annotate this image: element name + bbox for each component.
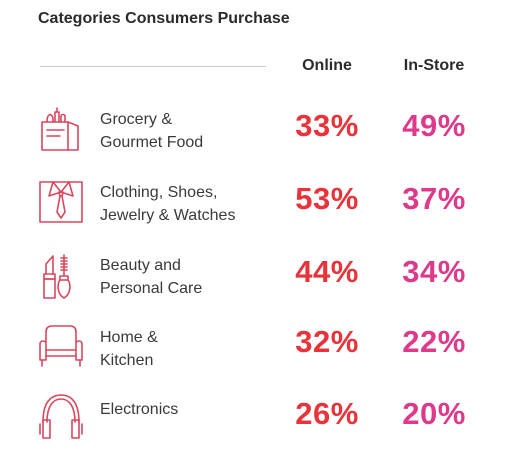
table-row: Grocery & Gourmet Food 33% 49%: [0, 100, 516, 160]
category-label: Beauty and Personal Care: [100, 257, 203, 297]
online-value: 26%: [295, 396, 359, 431]
table-row: Home & Kitchen 32% 22%: [0, 322, 516, 382]
online-value: 32%: [295, 324, 359, 359]
column-header-in-store: In-Store: [403, 57, 465, 74]
table-row: Electronics 26% 20%: [0, 394, 516, 454]
category-label: Clothing, Shoes, Jewelry & Watches: [100, 184, 236, 224]
headphones-icon: [38, 392, 84, 440]
online-value: 33%: [295, 108, 359, 143]
shirt-tie-icon: [38, 178, 84, 226]
category-label: Grocery & Gourmet Food: [100, 111, 204, 151]
table-row: Clothing, Shoes, Jewelry & Watches 53% 3…: [0, 175, 516, 235]
chart-title: Categories Consumers Purchase: [38, 10, 290, 27]
grocery-bag-icon: [38, 104, 84, 152]
in-store-value: 37%: [402, 181, 466, 216]
column-header-online: Online: [302, 57, 352, 74]
in-store-value: 34%: [402, 254, 466, 289]
armchair-icon: [38, 322, 84, 370]
lipstick-mascara-icon: [38, 252, 84, 300]
in-store-value: 49%: [402, 108, 466, 143]
in-store-value: 22%: [402, 324, 466, 359]
in-store-value: 20%: [402, 396, 466, 431]
category-label: Electronics: [100, 401, 179, 418]
online-value: 53%: [295, 181, 359, 216]
online-value: 44%: [295, 254, 359, 289]
table-row: Beauty and Personal Care 44% 34%: [0, 250, 516, 310]
header-divider: [40, 66, 266, 67]
category-label: Home & Kitchen: [100, 329, 158, 369]
